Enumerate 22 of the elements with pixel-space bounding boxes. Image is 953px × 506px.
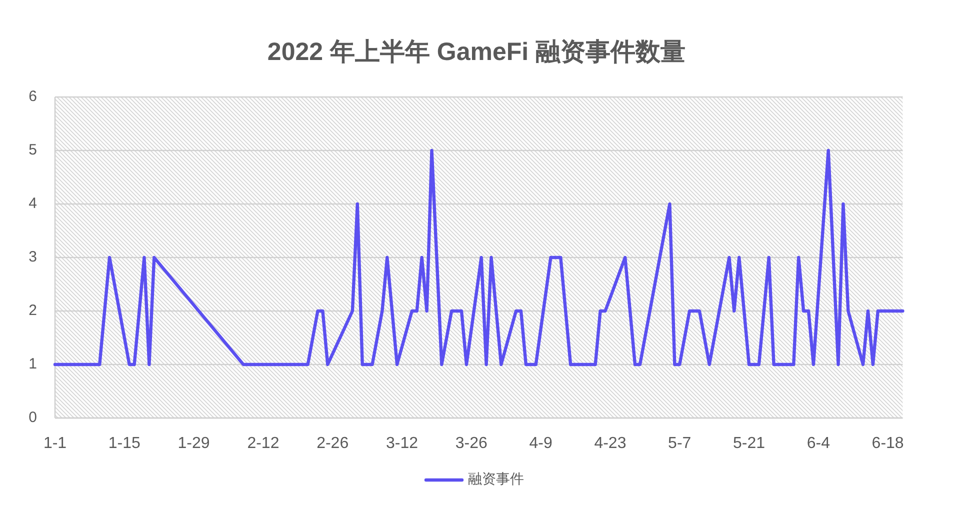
y-tick-label: 1 — [28, 355, 37, 372]
x-tick-label: 3-12 — [386, 435, 418, 452]
x-tick-label: 1-15 — [108, 435, 141, 452]
x-tick-label: 5-21 — [733, 435, 766, 452]
legend-label: 融资事件 — [468, 470, 524, 487]
x-tick-label: 1-1 — [43, 435, 67, 452]
y-tick-label: 2 — [28, 302, 37, 319]
x-tick-label: 4-23 — [594, 435, 626, 452]
y-tick-label: 3 — [28, 248, 37, 266]
x-tick-label: 6-18 — [872, 435, 904, 452]
x-tick-label: 3-26 — [455, 435, 488, 452]
x-tick-label: 2-12 — [247, 435, 280, 452]
x-tick-label: 1-29 — [178, 435, 210, 452]
x-tick-label: 4-9 — [529, 435, 552, 452]
y-tick-label: 5 — [28, 141, 37, 158]
y-tick-label: 4 — [28, 194, 37, 212]
x-tick-label: 2-26 — [316, 435, 349, 452]
y-tick-label: 0 — [28, 408, 37, 426]
x-tick-label: 6-4 — [806, 435, 830, 452]
y-tick-label: 6 — [28, 88, 37, 105]
chart-title: 2022 年上半年 GameFi 融资事件数量 — [267, 38, 686, 66]
x-tick-label: 5-7 — [668, 435, 692, 452]
